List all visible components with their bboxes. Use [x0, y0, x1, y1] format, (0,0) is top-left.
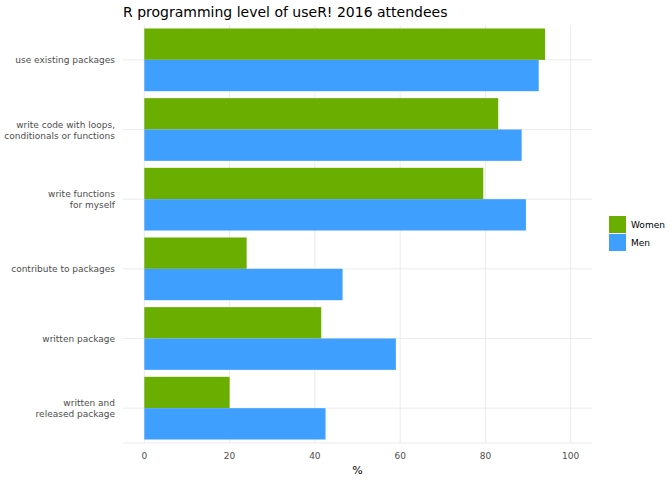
- title: R programming level of useR! 2016 attend…: [123, 4, 447, 20]
- bar: [144, 130, 521, 161]
- category-label-line: written and: [63, 398, 115, 408]
- category-label: written package: [42, 334, 115, 344]
- bar: [144, 237, 246, 268]
- bar: [144, 408, 325, 439]
- legend-swatch: [609, 216, 626, 233]
- legend: Women Men: [609, 216, 665, 251]
- x-tick-label: 20: [224, 451, 236, 461]
- category-label: write code with loops,conditionals or fu…: [4, 120, 115, 141]
- category-label: write functionsfor myself: [48, 189, 116, 210]
- legend-label: Women: [631, 220, 665, 230]
- bar: [144, 307, 321, 338]
- bar: [144, 199, 526, 230]
- legend-swatch: [609, 234, 626, 251]
- category-label-line: write functions: [48, 189, 115, 199]
- category-label-line: use existing packages: [15, 55, 115, 65]
- x-tick-label: 60: [394, 451, 406, 461]
- bar: [144, 168, 483, 199]
- bar: [144, 377, 229, 408]
- category-label-line: released package: [36, 409, 116, 419]
- category-label-line: write code with loops,: [16, 120, 115, 130]
- category-label-line: conditionals or functions: [4, 131, 115, 141]
- category-label: contribute to packages: [11, 264, 115, 274]
- x-tick-label: 100: [562, 451, 579, 461]
- bar: [144, 339, 396, 370]
- y-tick-labels: use existing packages write code with loo…: [4, 55, 116, 419]
- grid-line: [570, 25, 571, 443]
- x-axis-title: %: [352, 464, 362, 477]
- legend-label: Men: [631, 238, 650, 248]
- bar: [144, 60, 538, 91]
- x-tick-label: 80: [480, 451, 492, 461]
- category-label-line: for myself: [70, 200, 116, 210]
- bar: [144, 28, 545, 59]
- chart-container: R programming level of useR! 2016 attend…: [0, 0, 672, 480]
- x-tick-label: 40: [309, 451, 321, 461]
- category-label: use existing packages: [15, 55, 115, 65]
- category-label: written andreleased package: [36, 398, 116, 419]
- x-axis-line: [123, 443, 592, 444]
- bar: [144, 98, 498, 129]
- chart-svg: R programming level of useR! 2016 attend…: [0, 0, 672, 480]
- category-label-line: contribute to packages: [11, 264, 115, 274]
- x-tick-labels: 0 20 40 60 80 100: [141, 451, 579, 461]
- bar: [144, 269, 342, 300]
- x-tick-label: 0: [141, 451, 147, 461]
- bars: [144, 28, 545, 439]
- category-label-line: written package: [42, 334, 115, 344]
- grid: [123, 25, 592, 443]
